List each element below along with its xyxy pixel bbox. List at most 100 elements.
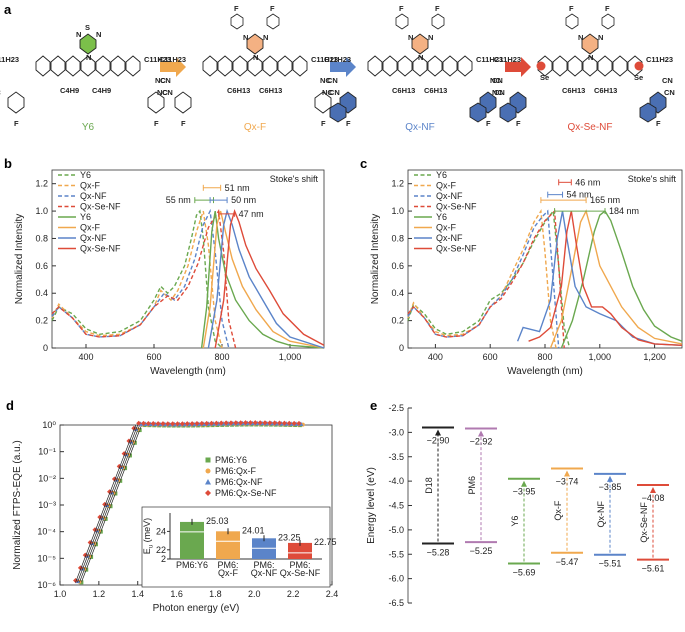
chain-c11: C11H23 xyxy=(0,55,19,64)
legend-entry: Y6 xyxy=(436,212,447,222)
marker xyxy=(213,420,219,426)
chain: C6H13 xyxy=(392,86,415,95)
shift-label: 54 nm xyxy=(567,190,592,200)
chain: C4H9 xyxy=(60,86,79,95)
inset-y-tick-label: 22 xyxy=(156,545,166,555)
y-axis-label: Normalized Intensity xyxy=(14,214,25,305)
x-tick-label: 1.2 xyxy=(93,589,106,599)
ring xyxy=(232,55,248,77)
material-name: Y6 xyxy=(510,516,520,527)
level-y6: −3.95 −5.69 Y6 xyxy=(508,477,540,578)
y-tick-label: 0 xyxy=(399,343,404,353)
lumo-value: −2.92 xyxy=(470,436,493,446)
panel-label-c: c xyxy=(360,156,367,171)
y-tick-label: 10⁻⁵ xyxy=(38,553,57,563)
y-tick-label: -4.0 xyxy=(388,476,404,486)
end-group-ring xyxy=(147,91,165,114)
x-tick-label: 600 xyxy=(146,352,161,362)
core-ring xyxy=(246,33,264,55)
y-tick-label: 1.2 xyxy=(35,179,48,189)
ring xyxy=(612,55,628,77)
transition-arrow xyxy=(160,57,186,77)
atom-f: F xyxy=(656,119,661,128)
y-tick-label: 1.2 xyxy=(391,179,404,189)
material-name: Qx-F xyxy=(553,500,563,520)
x-axis-label: Photon energy (eV) xyxy=(153,603,240,614)
chain: C6H13 xyxy=(424,86,447,95)
x-tick-label: 2.4 xyxy=(326,589,339,599)
urbach-fit-line xyxy=(75,424,137,583)
inset-y-tick-label: 2 xyxy=(161,554,166,564)
atom-n: N xyxy=(76,30,81,39)
end-group-ring xyxy=(7,91,25,114)
series-pm6-qx-se-nf xyxy=(73,420,302,584)
marker xyxy=(209,420,215,426)
end-group-ring xyxy=(639,102,657,123)
atom-f: F xyxy=(181,119,186,128)
y-tick-label: -6.0 xyxy=(388,574,404,584)
atom-f: F xyxy=(14,119,19,128)
legend-marker xyxy=(205,490,211,496)
atom-n: N xyxy=(418,53,423,62)
homo-value: −5.25 xyxy=(470,546,493,556)
marker xyxy=(223,420,229,426)
x-tick-label: 1,200 xyxy=(643,352,666,362)
atom-f: F xyxy=(516,119,521,128)
level-pm6: −2.92 −5.25 PM6 xyxy=(465,427,497,556)
atom-f: F xyxy=(435,4,440,13)
phenyl xyxy=(395,13,409,30)
atom-n: N xyxy=(263,33,268,42)
arrow-head xyxy=(478,430,484,437)
cyano: NC xyxy=(490,76,501,85)
level-d18: −2.90 −5.28 D18 xyxy=(422,426,454,558)
ring xyxy=(35,55,51,77)
marker xyxy=(136,420,142,426)
phenyl xyxy=(565,13,579,30)
marker xyxy=(233,420,239,426)
shift-label: 184 nm xyxy=(609,206,639,216)
atom-f: F xyxy=(321,119,326,128)
x-tick-label: 2.2 xyxy=(287,589,300,599)
molecule-name: Qx-Se-NF xyxy=(568,122,613,133)
marker xyxy=(204,420,210,426)
phenyl xyxy=(431,13,445,30)
ring xyxy=(50,55,66,77)
end-group-ring xyxy=(329,102,347,123)
chain-c11: C11H23 xyxy=(646,55,673,64)
marker xyxy=(150,421,156,427)
cyano: NC xyxy=(155,76,166,85)
level-qx-nf: −3.85 −5.51 Qx-NF xyxy=(594,472,626,569)
arrow-head xyxy=(564,470,570,477)
cyano: NC xyxy=(492,88,503,97)
stokes-shift-title: Stoke's shift xyxy=(270,174,319,184)
ring xyxy=(367,55,383,77)
urbach-fit-line xyxy=(81,424,142,583)
chain-c11: C11H23 xyxy=(494,55,521,64)
ring xyxy=(277,55,293,77)
marker xyxy=(243,420,249,426)
x-tick-label: 1.0 xyxy=(54,589,67,599)
molecule-name: Y6 xyxy=(82,122,95,133)
legend-entry: Y6 xyxy=(80,212,91,222)
legend-entry: PM6:Y6 xyxy=(215,455,247,465)
chart-d: d 10⁻⁶ 10⁻⁵ 10⁻⁴ 10⁻³ 10⁻² 10⁻¹ 10⁰ 1.0 1.2 1.4 1.6… xyxy=(6,398,338,614)
chain-c11: C11H23 xyxy=(311,55,338,64)
inset-bar-value: 24.01 xyxy=(242,525,265,535)
chain-c11: C11H23 xyxy=(144,55,171,64)
series-qx-nf-solid xyxy=(207,208,325,349)
panel-label-d: d xyxy=(6,398,14,413)
transition-arrow xyxy=(330,57,356,77)
marker xyxy=(199,420,205,426)
arrow-head xyxy=(435,429,441,436)
x-tick-label: 1.6 xyxy=(170,589,183,599)
y-tick-label: 0.2 xyxy=(35,316,48,326)
y-tick-label: -2.5 xyxy=(388,403,404,413)
atom-f: F xyxy=(346,119,351,128)
x-tick-label: 400 xyxy=(78,352,93,362)
core-ring xyxy=(411,33,429,55)
end-group-ring xyxy=(174,91,192,114)
legend-entry: Qx-NF xyxy=(436,233,463,243)
end-group-ring xyxy=(469,102,487,123)
